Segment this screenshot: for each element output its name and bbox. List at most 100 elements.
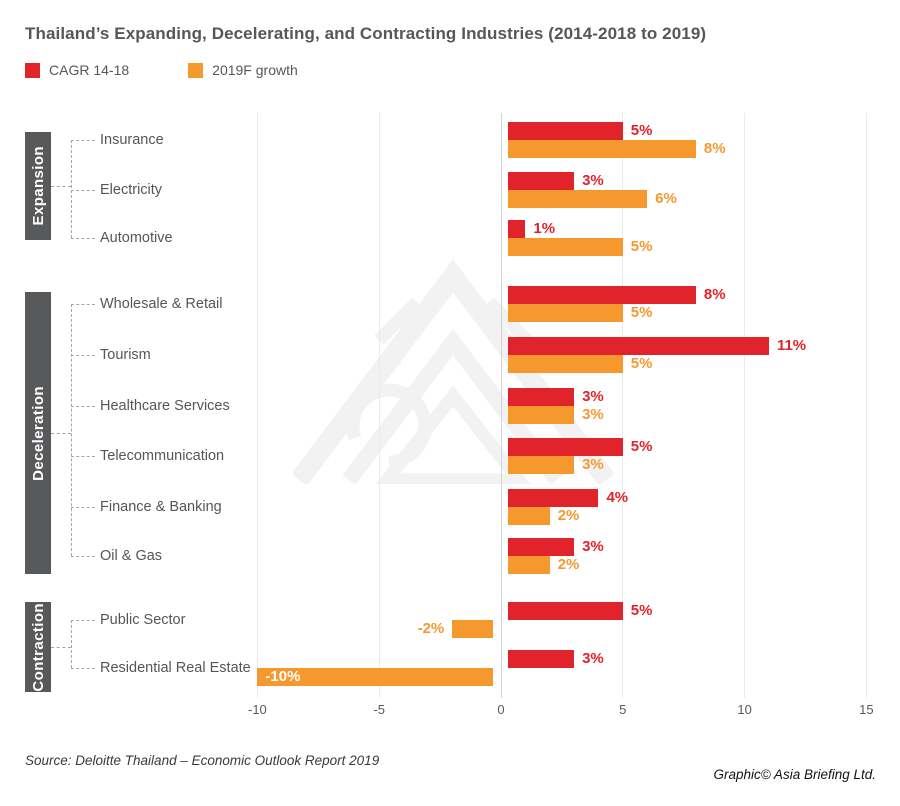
- gridline: [500, 113, 502, 698]
- value-label: 2%: [557, 556, 580, 573]
- source-note: Source: Deloitte Thailand – Economic Out…: [25, 753, 380, 768]
- legend: CAGR 14-18 2019F growth: [25, 62, 298, 78]
- value-label: 4%: [606, 489, 629, 506]
- legend-label: 2019F growth: [212, 62, 298, 78]
- value-label: 3%: [582, 172, 604, 189]
- bar-2019f: [257, 668, 493, 686]
- bracket-stub: [71, 190, 95, 191]
- industry-label: Electricity: [100, 182, 163, 198]
- bar-2019f: [452, 620, 493, 638]
- bar-cagr: [508, 286, 696, 304]
- value-label: 1%: [533, 220, 556, 237]
- group-label-text: Expansion: [29, 146, 47, 226]
- bar-cagr: [508, 489, 599, 507]
- gridline: [378, 113, 380, 698]
- bar-2019f: [508, 190, 648, 208]
- group-label-contraction: Contraction: [25, 602, 51, 692]
- legend-swatch-red: [25, 62, 40, 78]
- axis-tick-label: -10: [247, 702, 267, 717]
- value-label: 5%: [630, 238, 653, 255]
- gridline: [622, 113, 624, 698]
- credit-note: Graphic© Asia Briefing Ltd.: [713, 767, 876, 782]
- axis-tick-label: 10: [737, 702, 752, 717]
- industry-label: Oil & Gas: [100, 548, 163, 564]
- bar-2019f: [508, 238, 623, 256]
- legend-item-2019f: 2019F growth: [188, 62, 298, 78]
- bar-2019f: [508, 406, 575, 424]
- gridline: [865, 113, 867, 698]
- industry-label: Insurance: [100, 132, 164, 148]
- industry-label: Finance & Banking: [100, 499, 222, 515]
- bar-cagr: [508, 388, 575, 406]
- bracket-connector: [51, 647, 71, 648]
- value-label: 5%: [630, 438, 653, 455]
- bar-cagr: [508, 538, 575, 556]
- legend-item-cagr: CAGR 14-18: [25, 62, 129, 78]
- bracket-stub: [71, 668, 95, 669]
- axis-tick-label: -5: [373, 702, 385, 717]
- industry-label: Residential Real Estate: [100, 660, 251, 676]
- bar-2019f: [508, 140, 696, 158]
- bar-cagr: [508, 602, 623, 620]
- bracket-stub: [71, 238, 95, 239]
- bar-cagr: [508, 172, 575, 190]
- value-label: 3%: [582, 406, 604, 423]
- bracket-connector: [51, 433, 71, 434]
- bracket-stub: [71, 355, 95, 356]
- bar-2019f: [508, 456, 575, 474]
- group-label-text: Deceleration: [29, 385, 47, 481]
- bracket-line: [71, 620, 72, 668]
- value-label: 6%: [655, 190, 677, 207]
- value-label: 3%: [582, 538, 604, 555]
- bar-cagr: [508, 337, 769, 355]
- bracket-connector: [51, 186, 71, 187]
- bracket-stub: [71, 556, 95, 557]
- bar-cagr: [508, 220, 526, 238]
- value-label: 5%: [630, 602, 653, 619]
- value-label: 8%: [703, 286, 726, 303]
- value-label: 2%: [557, 507, 580, 524]
- industry-label: Automotive: [100, 230, 173, 246]
- industry-label: Wholesale & Retail: [100, 296, 223, 312]
- industry-label: Public Sector: [100, 612, 186, 628]
- legend-label: CAGR 14-18: [49, 62, 130, 78]
- group-label-expansion: Expansion: [25, 132, 51, 240]
- bar-2019f: [508, 556, 550, 574]
- bar-2019f: [508, 507, 550, 525]
- industry-label: Telecommunication: [100, 448, 225, 464]
- bracket-stub: [71, 406, 95, 407]
- bar-cagr: [508, 122, 623, 140]
- bracket-stub: [71, 304, 95, 305]
- bracket-stub: [71, 507, 95, 508]
- bracket-stub: [71, 140, 95, 141]
- value-label: 5%: [630, 304, 653, 321]
- gridline: [744, 113, 746, 698]
- value-label: 3%: [582, 388, 604, 405]
- chart-title: Thailand’s Expanding, Decelerating, and …: [25, 24, 707, 43]
- bracket-line: [71, 140, 72, 238]
- value-label: -10%: [265, 668, 301, 685]
- bar-cagr: [508, 438, 623, 456]
- value-label: 5%: [630, 122, 653, 139]
- legend-swatch-orange: [188, 62, 204, 78]
- bar-cagr: [508, 650, 575, 668]
- value-label: 5%: [630, 355, 653, 372]
- bar-2019f: [508, 304, 623, 322]
- value-label: 8%: [703, 140, 726, 157]
- value-label: -2%: [417, 620, 445, 637]
- bar-2019f: [508, 355, 623, 373]
- axis-tick-label: 0: [497, 702, 505, 717]
- axis-tick-label: 15: [859, 702, 874, 717]
- value-label: 11%: [776, 337, 807, 354]
- value-label: 3%: [582, 650, 604, 667]
- group-label-text: Contraction: [29, 602, 47, 692]
- value-label: 3%: [582, 456, 604, 473]
- group-label-deceleration: Deceleration: [25, 292, 51, 574]
- industry-label: Healthcare Services: [100, 398, 230, 414]
- bracket-line: [71, 304, 72, 556]
- bracket-stub: [71, 456, 95, 457]
- gridline: [256, 113, 258, 698]
- bracket-stub: [71, 620, 95, 621]
